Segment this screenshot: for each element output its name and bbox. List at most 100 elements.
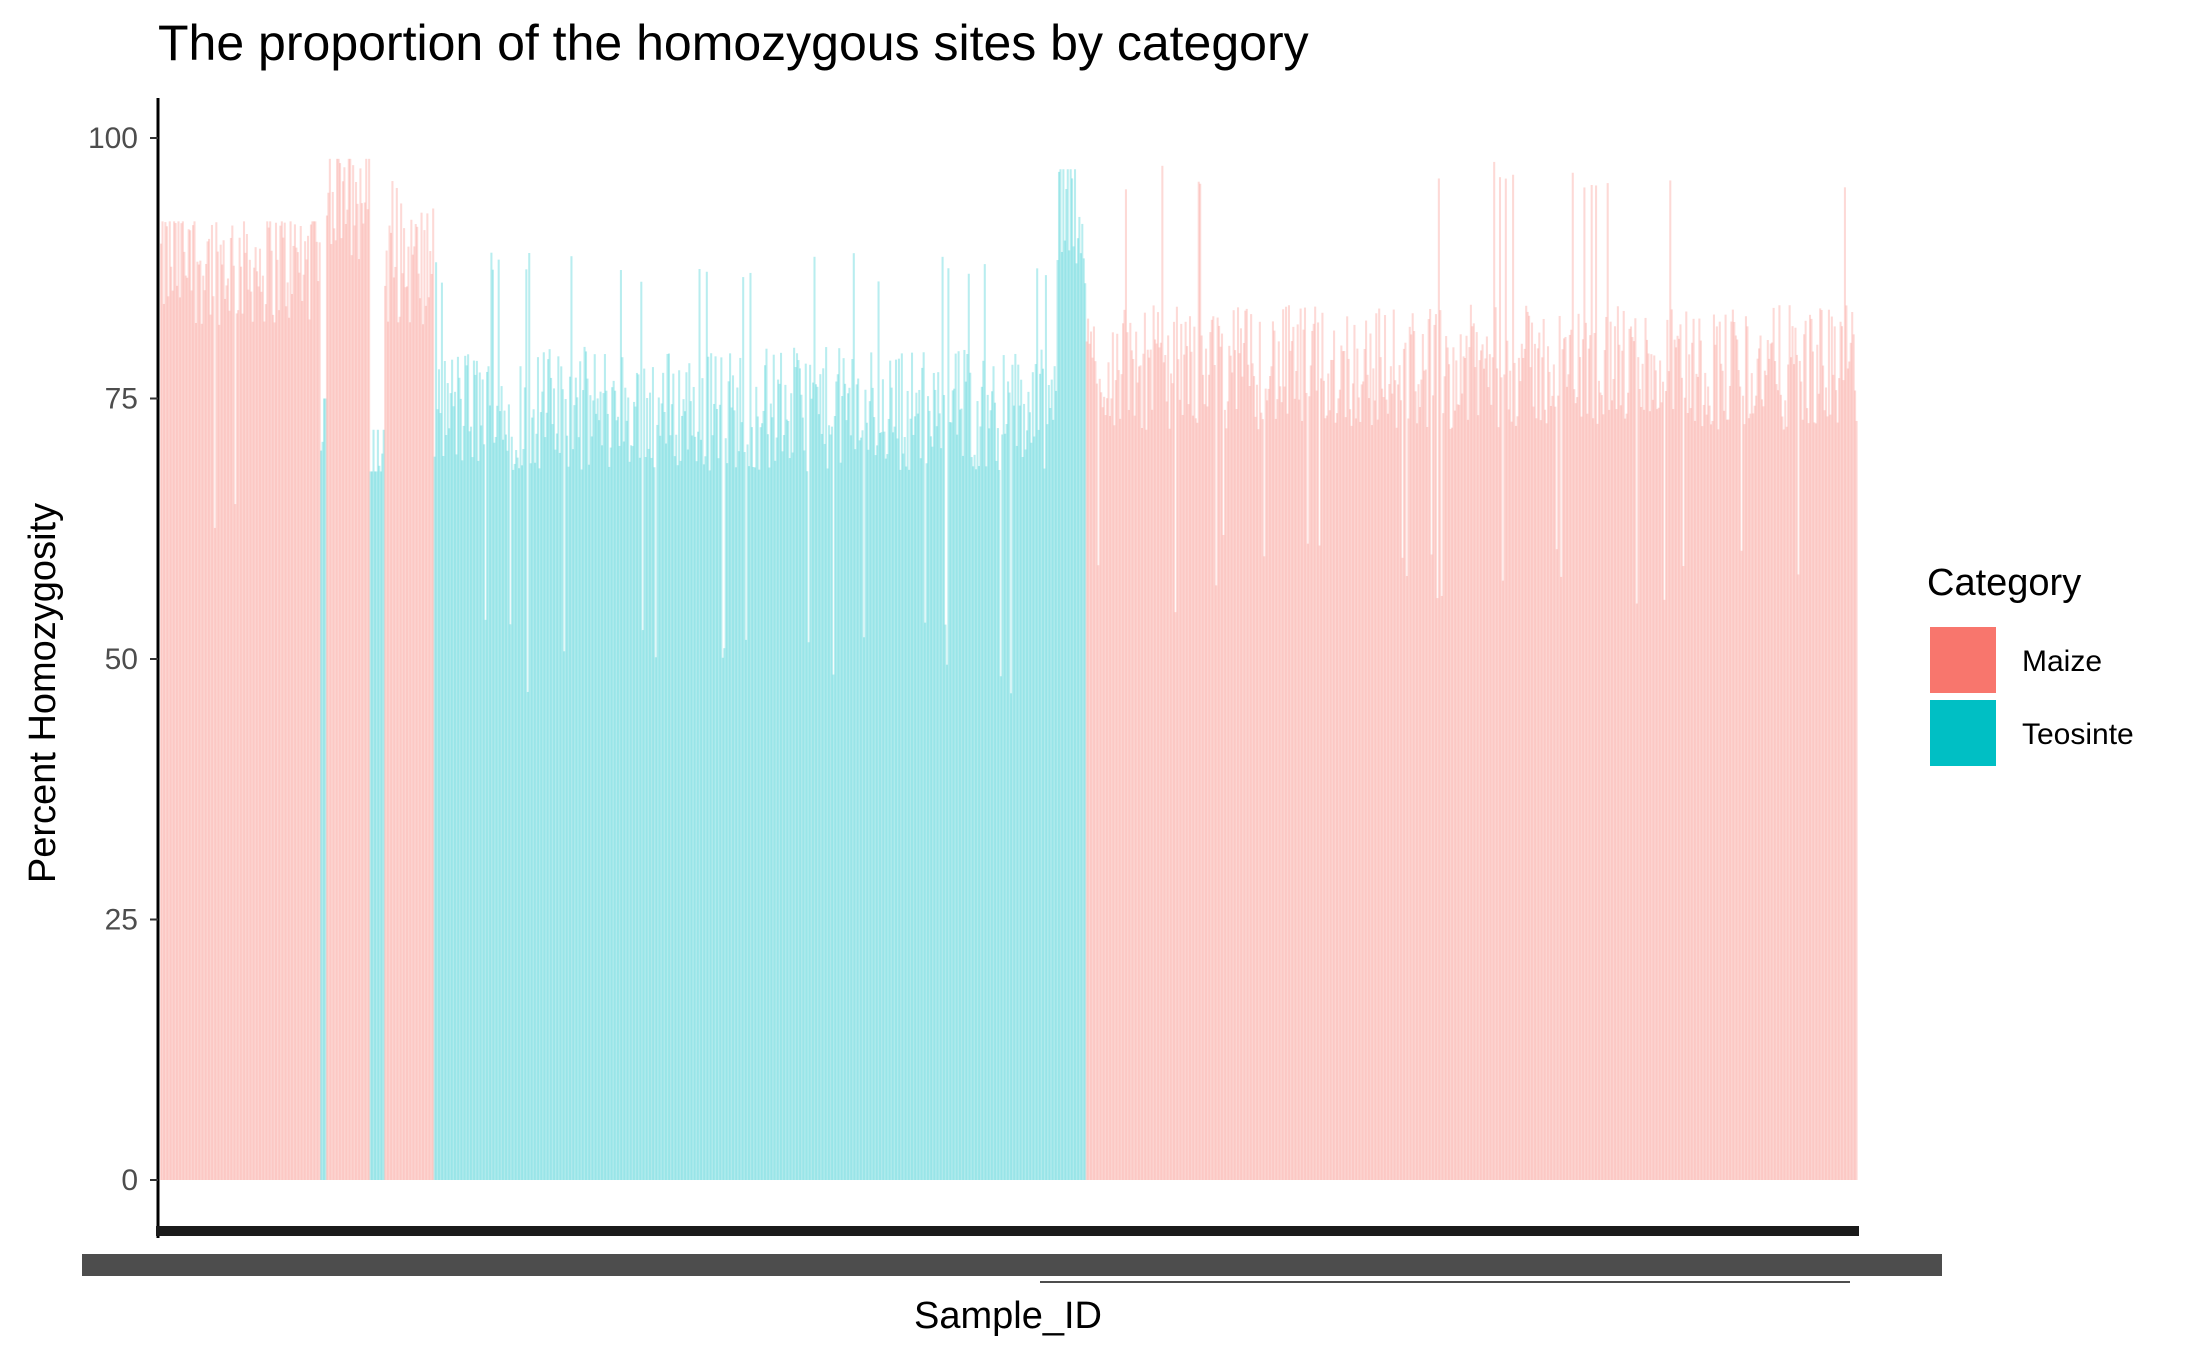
bar — [1124, 189, 1127, 1180]
bar — [662, 372, 665, 1181]
bar — [887, 418, 890, 1181]
bar — [1206, 406, 1209, 1180]
bar — [1344, 417, 1347, 1180]
bar — [868, 401, 871, 1180]
bar — [1194, 418, 1197, 1180]
bar — [1833, 326, 1836, 1180]
bar — [670, 404, 673, 1180]
bar — [1464, 358, 1467, 1180]
bar — [1018, 405, 1021, 1181]
bar — [1146, 349, 1149, 1181]
bar — [682, 399, 685, 1180]
bar — [1202, 374, 1205, 1181]
bar — [1424, 369, 1427, 1180]
bar — [1650, 354, 1653, 1180]
bar — [1480, 350, 1483, 1180]
bar — [975, 469, 978, 1180]
bar — [373, 471, 376, 1180]
bar — [1162, 362, 1165, 1180]
bar — [972, 466, 975, 1180]
bar — [1234, 350, 1237, 1181]
bar — [988, 428, 991, 1181]
bar — [685, 372, 688, 1180]
bar — [446, 383, 449, 1180]
bar — [665, 443, 668, 1180]
bar — [277, 310, 280, 1180]
bar — [1705, 414, 1708, 1180]
bar — [1254, 416, 1257, 1181]
bar — [1076, 238, 1079, 1180]
bar — [522, 449, 525, 1180]
legend-key-maize — [1930, 627, 1996, 693]
bar — [1410, 334, 1413, 1180]
bar — [1142, 353, 1145, 1181]
bar — [1774, 361, 1777, 1180]
bar — [1418, 407, 1421, 1180]
bar — [743, 452, 746, 1180]
bar — [314, 221, 317, 1180]
bar — [1631, 337, 1634, 1180]
bar — [1075, 263, 1078, 1181]
bar — [1442, 413, 1445, 1180]
bar — [758, 469, 761, 1180]
bar — [1002, 355, 1005, 1180]
bar — [678, 370, 681, 1180]
bar — [391, 181, 394, 1181]
bar — [499, 411, 502, 1181]
bars-group — [160, 158, 1858, 1181]
bar — [1285, 306, 1288, 1180]
bar — [803, 450, 806, 1180]
bar — [459, 398, 462, 1180]
bar — [210, 224, 213, 1181]
bar — [414, 224, 417, 1181]
bar — [430, 273, 433, 1181]
bar — [1619, 405, 1622, 1180]
bar — [502, 439, 505, 1181]
bar — [315, 241, 318, 1180]
bar — [1742, 395, 1745, 1181]
bar — [341, 181, 344, 1180]
bar — [1782, 429, 1785, 1180]
bar — [480, 425, 483, 1181]
bar — [1113, 425, 1116, 1180]
bar — [512, 469, 515, 1180]
bar — [1394, 380, 1397, 1180]
bar — [1111, 332, 1114, 1181]
bar — [325, 215, 328, 1180]
bar — [1405, 576, 1408, 1180]
bar — [1407, 418, 1410, 1180]
bar — [852, 253, 855, 1180]
bar — [1638, 389, 1641, 1180]
bar — [544, 437, 547, 1181]
bar — [1334, 422, 1337, 1181]
bar — [1653, 355, 1656, 1180]
bar — [496, 405, 499, 1180]
bar — [1612, 379, 1615, 1180]
bar — [407, 246, 410, 1180]
bar — [1471, 326, 1474, 1180]
bar — [1046, 424, 1049, 1180]
bar — [599, 391, 602, 1180]
bar — [1762, 406, 1765, 1181]
bar — [1414, 391, 1417, 1180]
bar — [305, 259, 308, 1180]
bar — [200, 323, 203, 1180]
bar — [1474, 367, 1477, 1181]
bar — [749, 272, 752, 1180]
bar — [918, 389, 921, 1181]
bar — [894, 359, 898, 1180]
bar — [1736, 339, 1739, 1180]
bar — [1319, 378, 1323, 1180]
bar — [1536, 348, 1539, 1180]
bar — [1271, 321, 1274, 1180]
bar — [531, 417, 534, 1181]
bar — [1017, 364, 1020, 1180]
bar — [825, 347, 828, 1180]
bar — [1090, 331, 1093, 1180]
bar — [1710, 424, 1713, 1180]
bar — [1634, 318, 1637, 1180]
bar — [675, 434, 678, 1181]
bar — [766, 434, 769, 1181]
bar — [357, 259, 360, 1181]
bar — [1315, 390, 1318, 1180]
